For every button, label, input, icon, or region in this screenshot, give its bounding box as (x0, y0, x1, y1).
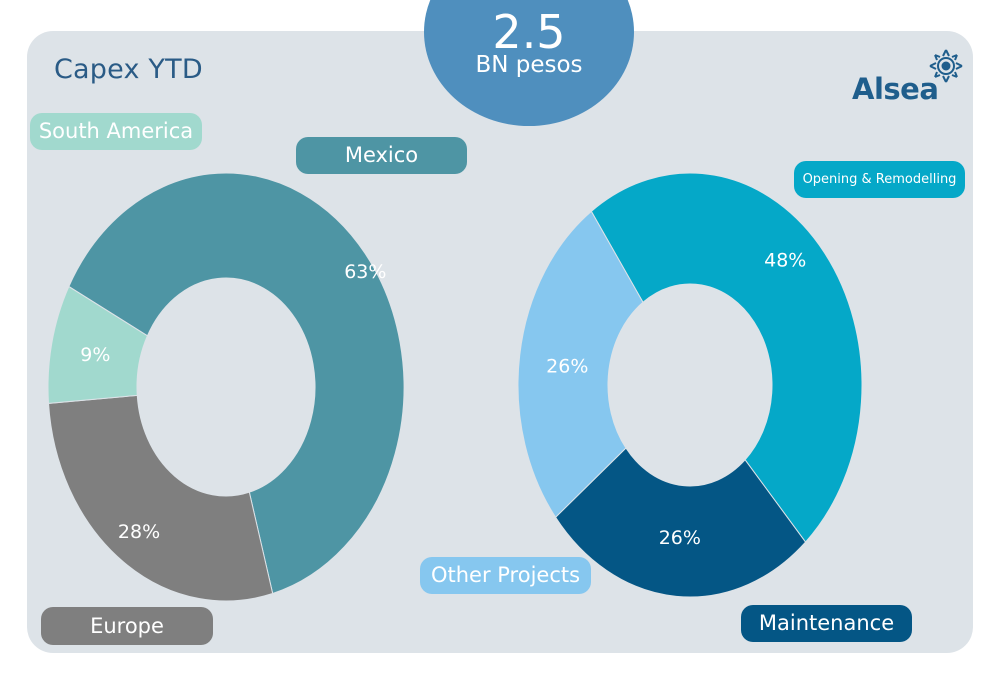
total-unit: BN pesos (475, 52, 583, 78)
page-title: Capex YTD (54, 54, 203, 85)
legend-text: Other Projects (430, 563, 581, 587)
data-label-other-projects: 26% (546, 356, 588, 378)
donut-chart-opex-type: 48% 26% 26% (517, 172, 863, 598)
total-value: 2.5 (492, 5, 566, 59)
slice-opening-remodelling (590, 172, 863, 543)
legend-label-mexico: Mexico (296, 137, 467, 174)
data-label-south-america: 9% (80, 344, 110, 366)
legend-label-maintenance: Maintenance (741, 605, 912, 642)
data-label-europe: 28% (118, 521, 160, 543)
alsea-sun-icon (929, 49, 963, 83)
data-label-maintenance: 26% (659, 527, 701, 549)
legend-label-south-america: South America (30, 113, 202, 150)
legend-label-opening-remodelling: Opening & Remodelling (794, 161, 965, 198)
data-label-opening-remodelling: 48% (764, 249, 806, 271)
legend-label-other-projects: Other Projects (420, 557, 591, 594)
legend-text: Maintenance (758, 611, 895, 635)
legend-text: Opening & Remodelling (802, 172, 957, 187)
legend-label-europe: Europe (41, 607, 213, 645)
donut-chart-region: 63% 28% 9% (47, 172, 405, 602)
slice-mexico (68, 172, 405, 595)
slice-maintenance (554, 447, 807, 598)
brand-logo-text: Alsea (852, 72, 939, 106)
slice-europe (47, 394, 274, 602)
data-label-mexico: 63% (344, 261, 386, 283)
legend-text: South America (38, 119, 194, 143)
legend-text: Mexico (344, 143, 419, 167)
slice-south-america (47, 285, 149, 404)
legend-text: Europe (90, 614, 164, 638)
slice-other-projects (517, 210, 644, 519)
